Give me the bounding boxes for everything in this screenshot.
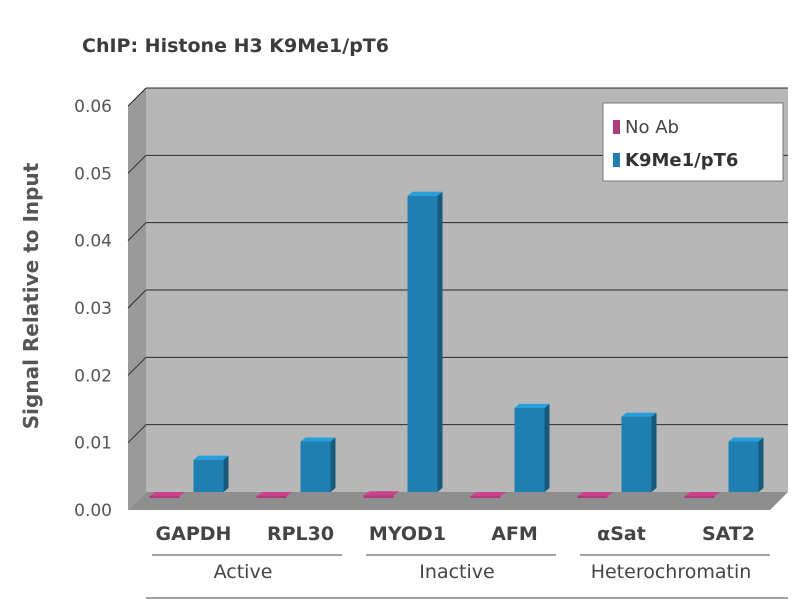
bar-k9me1-pt6 (728, 441, 759, 492)
bar-k9me1-pt6-top (621, 412, 657, 417)
bar-k9me1-pt6 (407, 195, 438, 492)
y-tick-label: 0.02 (74, 366, 112, 386)
bar-k9me1-pt6 (193, 459, 224, 492)
chart-title: ChIP: Histone H3 K9Me1/pT6 (82, 35, 389, 57)
y-tick-label: 0.03 (74, 299, 112, 319)
bar-k9me1-pt6-top (514, 403, 550, 408)
x-tick-label: MYOD1 (369, 523, 446, 545)
gridline-side (127, 289, 147, 309)
bar-k9me1-pt6-side (758, 437, 764, 492)
bar-k9me1-pt6-side (223, 455, 229, 492)
y-tick-label: 0.06 (74, 97, 112, 117)
bar-k9me1-pt6-side (544, 403, 550, 492)
x-tick-label: GAPDH (156, 523, 232, 545)
bar-k9me1-pt6-top (728, 437, 764, 442)
group-label: Heterochromatin (591, 561, 752, 583)
gridline-side (127, 222, 147, 242)
gridline-side (127, 356, 147, 376)
bar-no-ab-top (470, 491, 507, 496)
bar-no-ab-top (256, 491, 293, 496)
bar-k9me1-pt6-side (437, 191, 443, 492)
bar-no-ab-top (684, 491, 721, 496)
bar-no-ab (577, 495, 608, 498)
floor (128, 492, 788, 510)
bar-no-ab (149, 495, 180, 498)
gridline-side (127, 424, 147, 444)
bar-k9me1-pt6-side (651, 412, 657, 492)
legend-box (602, 102, 784, 182)
x-tick-label: AFM (491, 523, 538, 545)
legend: No Ab K9Me1/pT6 (602, 102, 784, 182)
gridline-side (127, 87, 147, 107)
bar-no-ab-top (577, 491, 614, 496)
y-tick-label: 0.00 (74, 501, 112, 521)
legend-entry: No Ab (625, 117, 679, 138)
bar-no-ab (256, 495, 287, 498)
group-label: Inactive (419, 561, 494, 583)
bar-no-ab (470, 495, 501, 498)
legend-entry: K9Me1/pT6 (625, 150, 738, 171)
x-tick-label: SAT2 (702, 523, 755, 545)
bar-k9me1-pt6 (300, 441, 331, 492)
bar-k9me1-pt6-top (300, 437, 336, 442)
x-tick-label: RPL30 (267, 523, 334, 545)
y-tick-label: 0.04 (74, 232, 112, 252)
bar-no-ab-top (149, 491, 186, 496)
bar-k9me1-pt6-side (330, 437, 336, 492)
bar-no-ab-top (363, 491, 400, 496)
legend-swatch (613, 120, 620, 134)
bar-k9me1-pt6 (514, 407, 545, 492)
bar-no-ab (684, 495, 715, 498)
group-label: Active (214, 561, 273, 583)
y-tick-label: 0.01 (74, 434, 112, 454)
gridline-side (127, 154, 147, 174)
y-axis-label: Signal Relative to Input (19, 162, 43, 429)
bar-k9me1-pt6-top (407, 191, 443, 196)
y-tick-label: 0.05 (74, 164, 112, 184)
x-tick-label: αSat (597, 523, 646, 545)
bar-no-ab (363, 495, 394, 498)
bar-k9me1-pt6-top (193, 455, 229, 460)
bar-k9me1-pt6 (621, 416, 652, 492)
legend-swatch (613, 153, 620, 167)
